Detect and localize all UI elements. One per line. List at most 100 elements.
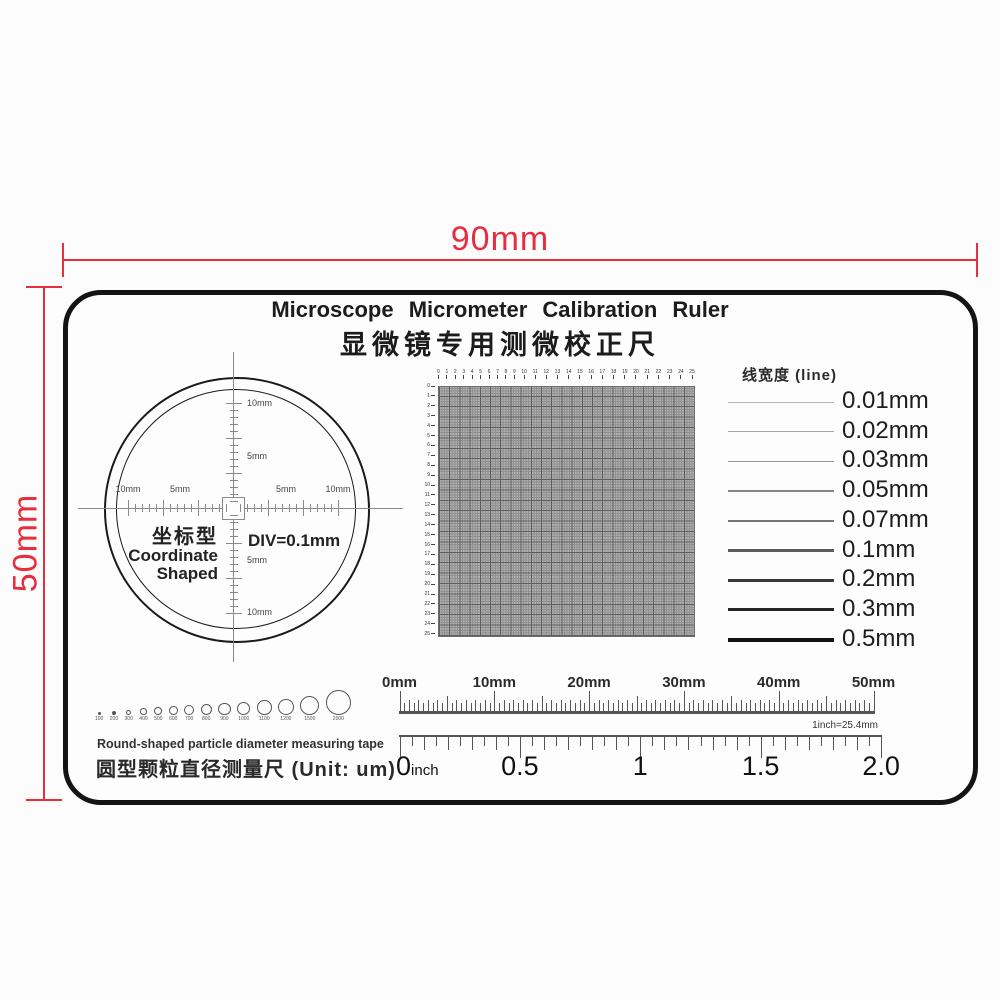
reticle-tick bbox=[229, 605, 238, 607]
grid-top-tick: 24 bbox=[678, 369, 684, 385]
reticle-v-axis-label: 5mm bbox=[247, 451, 267, 461]
tick-number: 1 bbox=[445, 369, 449, 375]
tick-mark bbox=[446, 375, 448, 379]
grid-left-tick: 5 bbox=[420, 433, 435, 439]
mm-tick bbox=[480, 703, 482, 711]
tick-mark bbox=[471, 375, 473, 379]
particle-size-label: 600 bbox=[169, 716, 178, 722]
tick-number: 0 bbox=[437, 369, 440, 375]
line-width-value: 0.2mm bbox=[842, 565, 916, 593]
mm-tick bbox=[736, 703, 738, 711]
mm-tick bbox=[593, 703, 595, 711]
tick-mark bbox=[431, 484, 435, 486]
particle-size-label: 200 bbox=[109, 716, 119, 722]
tick-number: 9 bbox=[512, 369, 516, 375]
tick-number: 15 bbox=[424, 531, 430, 538]
reticle-tick bbox=[229, 430, 238, 432]
grid-left-tick: 18 bbox=[420, 561, 435, 567]
mm-tick bbox=[418, 700, 420, 711]
tick-mark bbox=[431, 474, 435, 476]
grid-top-tick: 8 bbox=[505, 369, 507, 385]
mm-tick bbox=[494, 691, 496, 711]
reticle-tick bbox=[177, 504, 178, 512]
mm-tick bbox=[717, 703, 719, 711]
inch-tick bbox=[556, 737, 558, 746]
inch-tick bbox=[447, 737, 449, 750]
tick-mark bbox=[431, 454, 435, 456]
inch-ruler-label: 2.0 bbox=[862, 751, 900, 781]
mm-tick bbox=[408, 700, 410, 711]
mm-tick bbox=[826, 696, 828, 711]
particle-item: 300 bbox=[124, 709, 133, 722]
reticle-tick bbox=[229, 409, 238, 411]
mm-tick bbox=[442, 703, 444, 711]
mm-tick bbox=[475, 700, 477, 711]
mm-tick bbox=[764, 703, 766, 711]
tick-number: 1 bbox=[427, 392, 430, 399]
reticle-tick bbox=[225, 612, 242, 614]
particle-circle bbox=[256, 700, 272, 715]
inch-tick bbox=[628, 737, 630, 746]
particle-size-label: 300 bbox=[124, 716, 133, 722]
tick-mark bbox=[590, 375, 592, 379]
mm-tick bbox=[755, 703, 756, 711]
mm-tick bbox=[579, 700, 581, 711]
tick-mark bbox=[480, 375, 482, 379]
mm-tick bbox=[845, 700, 847, 711]
tick-number: 11 bbox=[424, 491, 430, 498]
tick-number: 10 bbox=[424, 482, 430, 489]
reticle-tick bbox=[247, 504, 248, 512]
grid-left-tick: 8 bbox=[420, 462, 435, 468]
particle-size-label: 400 bbox=[139, 716, 148, 722]
reticle-tick bbox=[229, 598, 238, 600]
mm-tick bbox=[627, 700, 629, 711]
tick-mark bbox=[635, 375, 637, 379]
reticle-tick bbox=[254, 504, 255, 512]
tick-mark bbox=[691, 375, 693, 379]
height-dimension-tick-top bbox=[26, 286, 62, 288]
inch-tick bbox=[459, 737, 461, 746]
reticle-tick bbox=[229, 451, 238, 453]
reticle-tick bbox=[317, 504, 318, 512]
inch-zero-unit: inch bbox=[411, 762, 439, 779]
tick-mark bbox=[431, 603, 435, 605]
particle-size-label: 1000 bbox=[238, 716, 250, 722]
tick-number: 4 bbox=[427, 422, 430, 429]
mm-tick bbox=[598, 700, 600, 711]
reticle-tick bbox=[331, 504, 332, 512]
tick-number: 5 bbox=[427, 432, 430, 439]
reticle-tick bbox=[225, 542, 242, 544]
mm-tick bbox=[570, 700, 572, 711]
reticle-tick bbox=[240, 504, 241, 512]
reticle-h-axis-label: 10mm bbox=[325, 484, 351, 494]
mm-ruler-label: 30mm bbox=[662, 674, 706, 691]
reticle-tick bbox=[229, 444, 238, 446]
width-dimension-line bbox=[63, 259, 978, 261]
product-title-en: Microscope Micrometer Calibration Ruler bbox=[271, 297, 729, 322]
reticle-h-axis-label: 10mm bbox=[115, 484, 141, 494]
grid-top-tick: 23 bbox=[667, 369, 672, 385]
reticle-type-label: 坐标型 Coordinate Shaped bbox=[80, 527, 218, 583]
mm-tick bbox=[413, 703, 415, 711]
tick-mark bbox=[488, 375, 490, 379]
particle-caption-en: Round-shaped particle diameter measuring… bbox=[97, 737, 384, 751]
grid-top-tick: 10 bbox=[521, 369, 527, 385]
grid-left-tick: 21 bbox=[420, 591, 435, 597]
mm-tick bbox=[551, 700, 553, 711]
tick-number: 18 bbox=[610, 369, 617, 375]
grid-top-tick: 9 bbox=[513, 369, 516, 385]
tick-number: 13 bbox=[554, 369, 561, 375]
inch-tick bbox=[604, 737, 606, 746]
inch-tick bbox=[760, 737, 762, 758]
width-dimension-tick-right bbox=[976, 243, 978, 277]
mm-tick bbox=[859, 703, 861, 711]
particle-item: 800 bbox=[200, 703, 212, 722]
tick-number: 21 bbox=[424, 591, 430, 598]
grid-top-tick: 12 bbox=[543, 369, 549, 385]
reticle-tick bbox=[212, 504, 213, 512]
line-width-header: 线宽度 (line) bbox=[742, 367, 837, 384]
inch-ruler-label: 1.5 bbox=[741, 751, 780, 781]
height-dimension-line bbox=[43, 287, 45, 800]
grid-top-tick: 4 bbox=[471, 369, 474, 385]
product-title-zh: 显微镜专用测微校正尺 bbox=[340, 330, 660, 360]
